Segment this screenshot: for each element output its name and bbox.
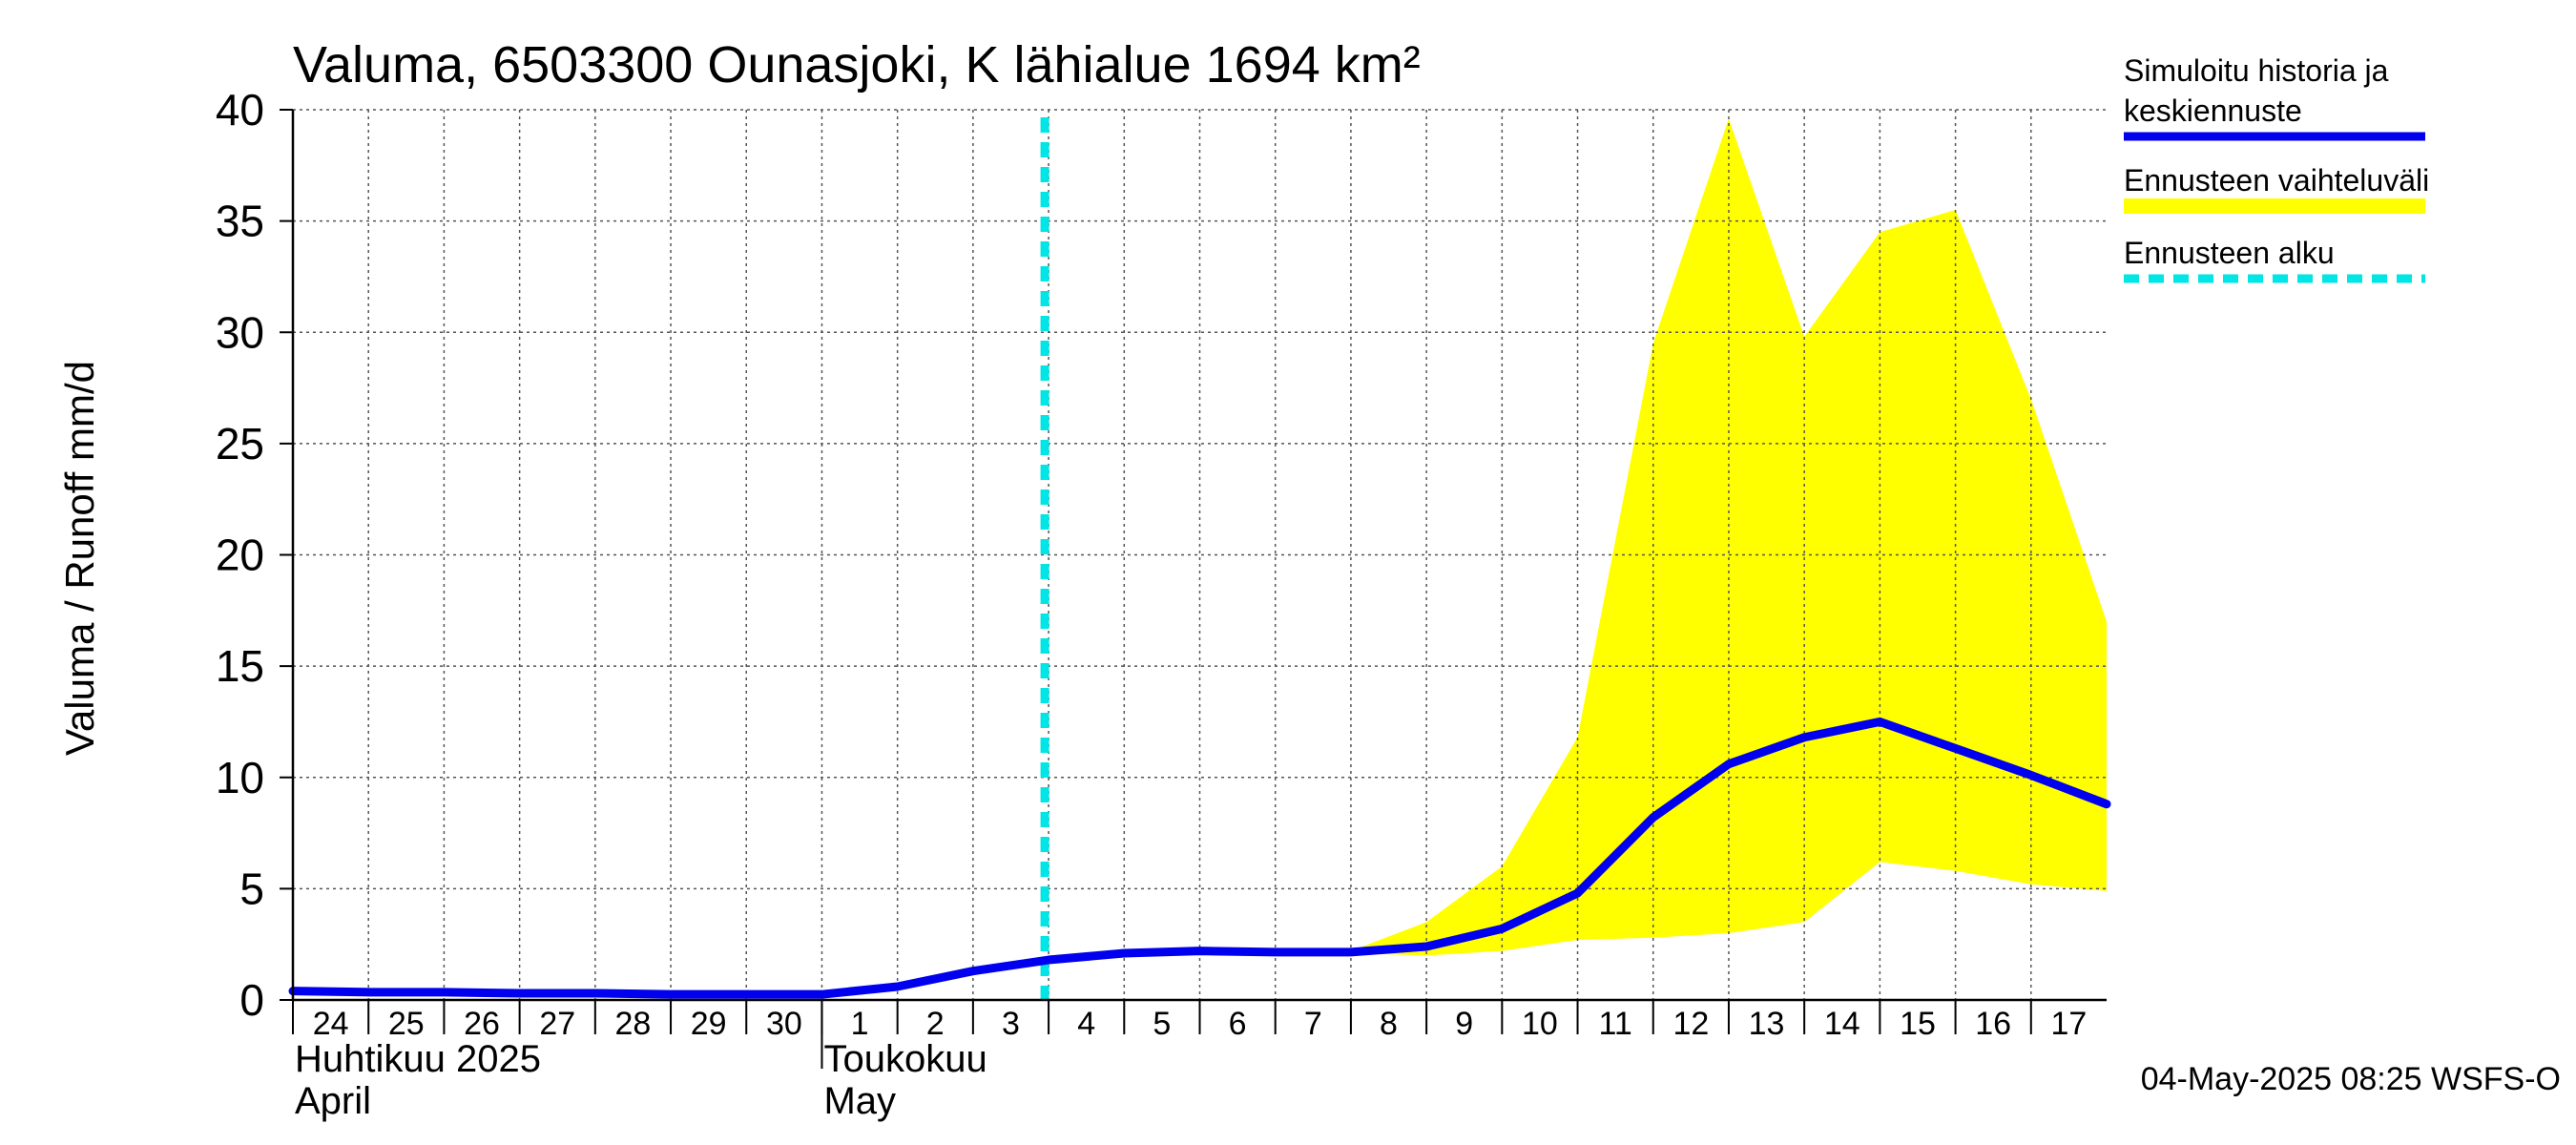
axes [280,109,2107,1069]
x-tick-label: 11 [1598,1006,1631,1042]
x-tick-label: 8 [1380,1006,1398,1042]
x-tick-label: 14 [1824,1006,1860,1042]
y-tick-label: 5 [239,864,264,913]
band-area [1350,118,2107,956]
footer-timestamp: 04-May-2025 08:25 WSFS-O [2141,1061,2561,1097]
x-tick-label: 27 [539,1006,575,1042]
y-tick-label: 40 [216,85,264,135]
series-line-mean [288,717,2111,999]
x-axis-ticks: 24 25 26 27 28 29 30 1 2 3 4 5 6 7 8 9 10 11 12 13 14 15 16 17 [313,1006,2088,1042]
x-tick-label: 7 [1304,1006,1322,1042]
x-tick-label: 26 [464,1006,500,1042]
x-tick-label: 4 [1077,1006,1095,1042]
x-tick-label: 13 [1749,1006,1785,1042]
x-tick-label: 12 [1672,1006,1709,1042]
forecast-range-band [1350,118,2107,956]
x-tick-label: 24 [313,1006,349,1042]
y-tick-label: 35 [216,197,264,246]
legend-swatch-band [2124,198,2425,214]
y-tick-label: 30 [216,307,264,357]
month-label-english: May [823,1080,896,1122]
y-tick-label: 10 [216,753,264,802]
x-tick-label: 6 [1229,1006,1247,1042]
x-tick-label: 29 [691,1006,727,1042]
grid [293,109,2107,1000]
x-tick-label: 17 [2050,1006,2087,1042]
y-tick-label: 15 [216,641,264,691]
month-label-english: April [295,1080,371,1122]
month-label: Toukokuu [823,1038,987,1080]
legend-label: Simuloitu historia ja [2124,53,2389,88]
x-tick-label: 3 [1002,1006,1020,1042]
legend: Simuloitu historia ja keskiennuste Ennuste… [2124,53,2429,283]
legend-label-line2: keskiennuste [2124,94,2302,128]
x-tick-label: 15 [1900,1006,1936,1042]
x-tick-label: 25 [388,1006,425,1042]
x-tick-label: 2 [926,1006,945,1042]
x-tick-label: 16 [1975,1006,2011,1042]
legend-label: Ennusteen vaihteluväli [2124,163,2429,198]
y-tick-label: 0 [239,975,264,1025]
x-tick-label: 28 [615,1006,652,1042]
x-tick-label: 5 [1153,1006,1171,1042]
x-tick-label: 1 [851,1006,869,1042]
month-label: Huhtikuu 2025 [295,1038,541,1080]
x-tick-label: 9 [1455,1006,1473,1042]
x-tick-label: 30 [766,1006,802,1042]
y-axis-ticks: 0 5 10 15 20 25 30 35 40 [216,85,264,1025]
y-tick-label: 25 [216,419,264,468]
y-tick-label: 20 [216,531,264,580]
x-tick-label: 10 [1522,1006,1558,1042]
chart-title: Valuma, 6503300 Ounasjoki, K lähialue 16… [293,36,1421,94]
series-layer [288,717,2111,999]
legend-label: Ennusteen alku [2124,236,2335,270]
y-axis-label: Valuma / Runoff mm/d [57,361,102,756]
